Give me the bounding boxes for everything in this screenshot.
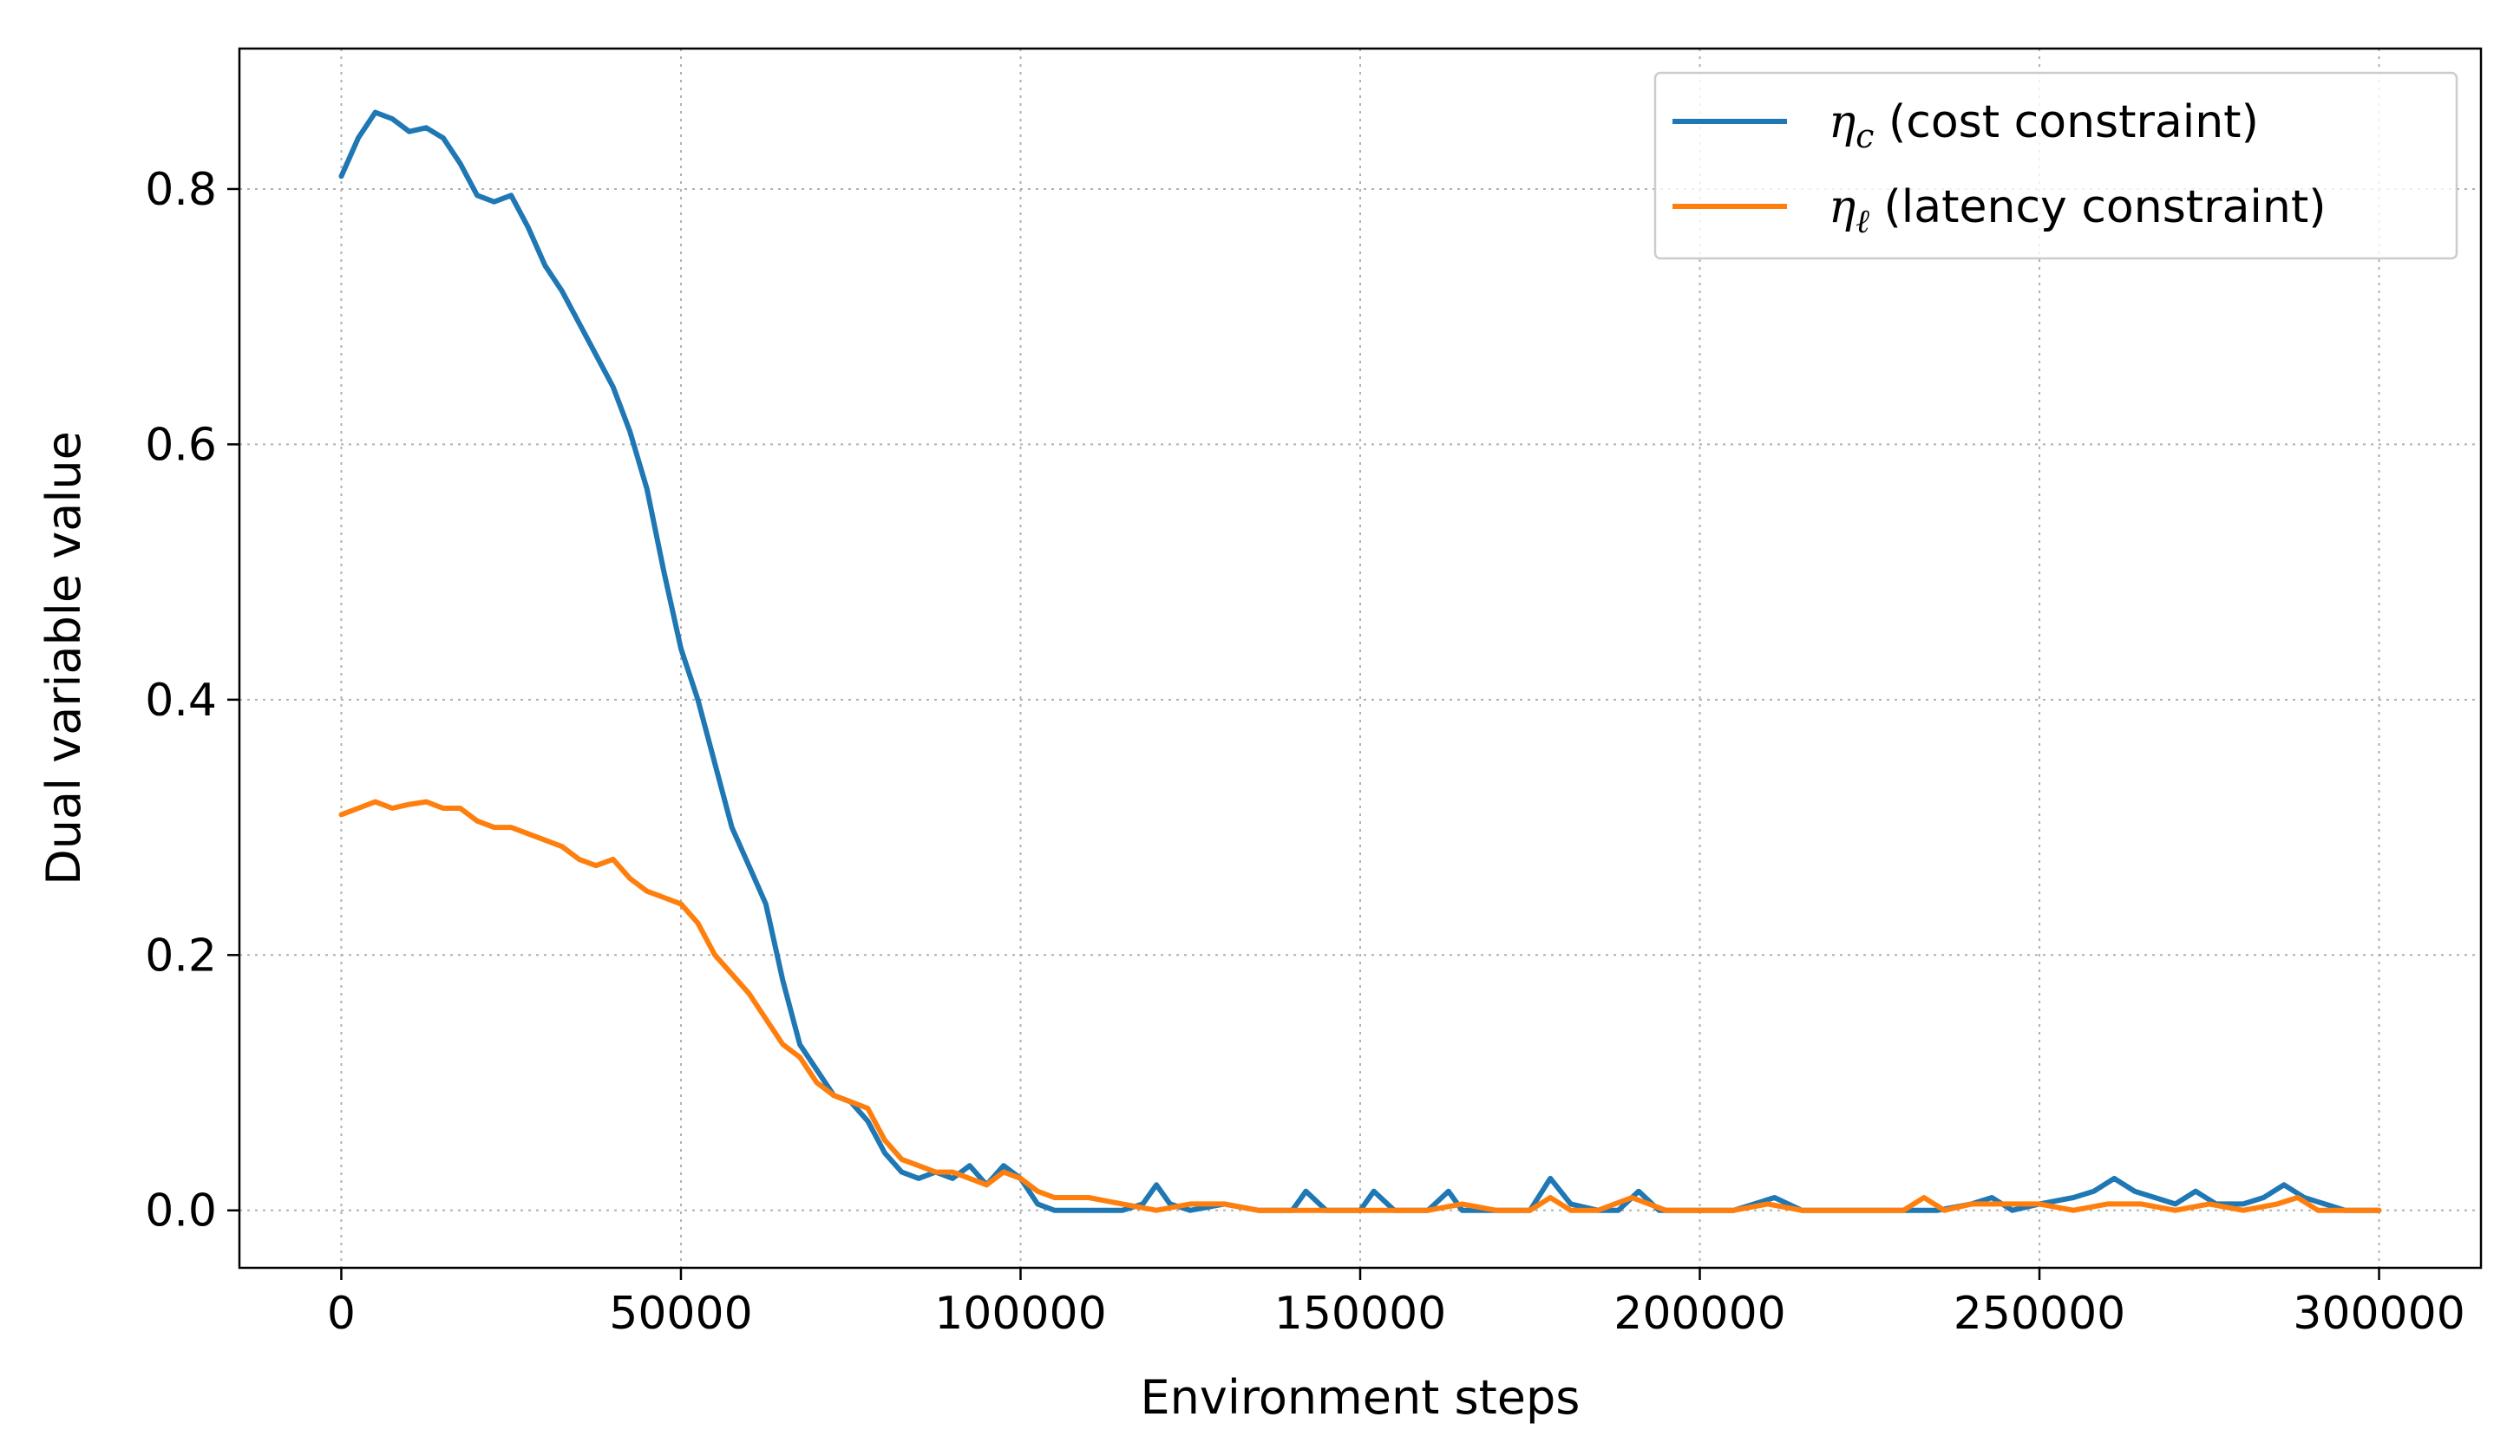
x-axis-label: Environment steps (1141, 1370, 1581, 1425)
legend-entry-cost: ηc (cost constraint) (1672, 96, 2259, 155)
series-layer (338, 109, 2382, 1213)
x-tick-label: 100000 (934, 1288, 1107, 1340)
x-tick-label: 250000 (1954, 1288, 2126, 1340)
legend-symbol-cost: η (1829, 96, 1856, 148)
legend: ηc (cost constraint) ηℓ (latency constra… (1653, 71, 2458, 260)
legend-subscript-latency: ℓ (1856, 202, 1869, 240)
ticks (227, 187, 2380, 1280)
x-tick-label: 300000 (2293, 1288, 2465, 1340)
x-tick-label: 0 (327, 1288, 356, 1340)
y-tick-label: 0.4 (145, 675, 217, 727)
legend-box (1653, 71, 2458, 260)
x-tick-label: 200000 (1613, 1288, 1786, 1340)
y-tick-label: 0.2 (145, 930, 217, 982)
y-tick-label: 0.8 (145, 164, 217, 216)
legend-label-cost: ηc (cost constraint) (1829, 96, 2259, 155)
legend-text-cost: (cost constraint) (1874, 96, 2258, 148)
legend-label-latency: ηℓ (latency constraint) (1829, 181, 2327, 240)
tick-labels: 0 50000 100000 150000 200000 250000 300000 0.0 0… (145, 164, 2465, 1340)
x-tick-label: 150000 (1274, 1288, 1447, 1340)
legend-text-latency: (latency constraint) (1869, 181, 2327, 233)
legend-entry-latency: ηℓ (latency constraint) (1672, 181, 2327, 240)
x-tick-label: 50000 (609, 1288, 752, 1340)
y-axis-label: Dual variable value (36, 431, 91, 885)
legend-subscript-cost: c (1856, 117, 1874, 155)
legend-symbol-latency: η (1829, 181, 1856, 233)
y-tick-label: 0.0 (145, 1185, 217, 1237)
series-line-latency (338, 799, 2382, 1213)
y-tick-label: 0.6 (145, 419, 217, 471)
